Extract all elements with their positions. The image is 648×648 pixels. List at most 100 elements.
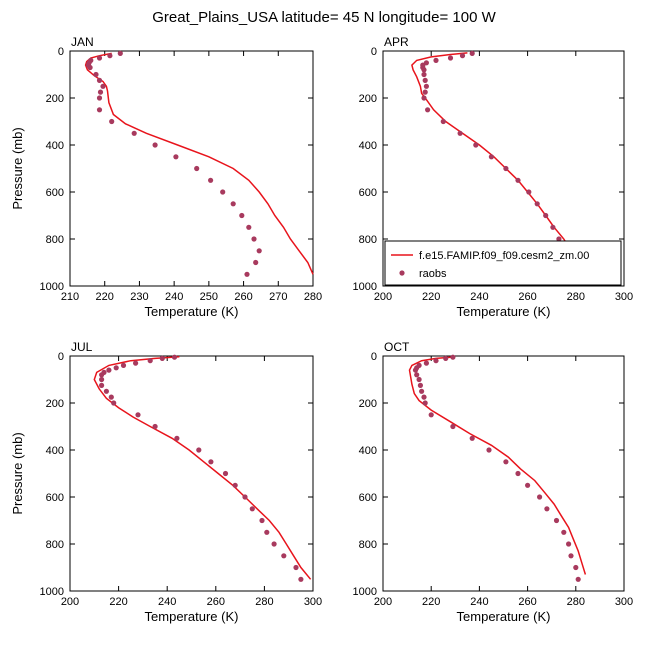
raobs-point [423,360,429,366]
raobs-point [433,358,439,364]
raobs-point [457,130,463,136]
y-tick-label: 200 [46,398,64,410]
raobs-point [208,459,214,465]
raobs-point [293,564,299,571]
raobs-point [503,459,509,465]
x-tick-label: 240 [470,596,488,608]
y-axis-label: Pressure (mb) [10,127,25,209]
panel-jan: 210 220 230 240 250 260 270 280 0 200 400 600 800 100… [10,35,322,319]
plot-frame [69,355,314,592]
x-tick-label: 200 [374,291,392,303]
panel-jul: 200 220 240 260 280 300 0 200 400 600 800 1000 JUL Te… [10,340,322,624]
raobs-point [97,89,104,95]
raobs-point [428,412,434,418]
panel-title: APR [384,35,409,49]
raobs-point [242,494,248,500]
legend-model-label: f.e15.FAMIP.f09_f09.cesm2_zm.00 [419,250,589,262]
raobs-point [264,529,270,535]
x-axis-label: Temperature (K) [457,304,551,319]
raobs-point [230,201,236,207]
y-tick-label: 200 [359,93,377,105]
x-tick-label: 220 [422,291,440,303]
raobs-point [447,55,454,61]
raobs-point [421,71,427,78]
y-tick-label: 400 [359,140,377,152]
raobs-point [503,165,509,172]
x-tick-label: 270 [269,291,287,303]
raobs-point [87,64,93,71]
y-tick-label: 0 [371,46,377,58]
raobs-point [253,259,259,266]
y-tick-label: 800 [359,539,377,551]
raobs-point [423,83,429,89]
raobs-point [246,224,252,230]
model-profile-line [93,355,312,580]
x-tick-label: 280 [567,291,585,303]
raobs-point [526,189,532,195]
raobs-point [108,394,114,400]
raobs-point [106,367,112,373]
raobs-point [425,107,431,113]
plot-frame [69,50,314,287]
raobs-point [174,435,180,441]
y-tick-label: 600 [359,492,377,504]
raobs-point [120,362,127,368]
raobs-point [271,541,277,547]
x-tick-label: 260 [207,596,225,608]
raobs-point [515,470,521,477]
y-tick-label: 400 [46,445,64,457]
raobs-point [488,154,494,160]
x-tick-label: 260 [234,291,252,303]
panels: 210 220 230 240 250 260 270 280 0 200 400 600 800 100… [10,35,633,624]
raobs-point [573,564,579,571]
raobs-point [433,57,439,64]
raobs-point [96,77,103,83]
raobs-point [208,177,214,183]
raobs-point [222,470,229,477]
x-tick-label: 220 [96,291,114,303]
y-tick-label: 600 [46,187,64,199]
raobs-point [281,553,287,559]
y-tick-label: 400 [46,140,64,152]
raobs-point [422,89,428,95]
x-axis-label: Temperature (K) [145,304,239,319]
raobs-point [131,130,137,136]
x-tick-label: 250 [200,291,218,303]
x-tick-label: 220 [109,596,127,608]
raobs-point [96,55,103,61]
raobs-point [566,541,572,547]
raobs-point [152,142,158,148]
raobs-point [259,517,265,524]
raobs-point [459,53,466,59]
panel-oct: 200 220 240 260 280 300 0 200 400 600 800 1000 OCT Te… [353,340,634,624]
raobs-point [419,388,425,394]
raobs-point [534,201,540,207]
raobs-point [117,50,123,57]
raobs-point [486,447,492,453]
raobs-point [553,517,560,524]
raobs-point [450,354,456,360]
x-tick-label: 280 [567,596,585,608]
y-tick-label: 0 [371,351,377,363]
raobs-point [298,576,304,582]
raobs-point [537,494,543,500]
raobs-point [575,576,581,582]
raobs-point [443,355,449,361]
y-tick-label: 800 [359,234,377,246]
raobs-point [107,53,113,59]
raobs-point [473,142,479,148]
y-tick-label: 1000 [40,281,64,293]
x-tick-label: 240 [158,596,176,608]
model-profile-line [408,356,587,575]
raobs-point [414,372,420,378]
raobs-point [422,400,428,406]
raobs-point [196,447,202,453]
raobs-point [111,400,117,406]
y-tick-label: 400 [359,445,377,457]
y-tick-label: 1000 [40,586,64,598]
figure-title: Great_Plains_USA latitude= 45 N longitud… [152,9,496,26]
plot-frame [382,50,625,287]
y-axis-label: Pressure (mb) [10,432,25,514]
raobs-point [469,435,475,441]
